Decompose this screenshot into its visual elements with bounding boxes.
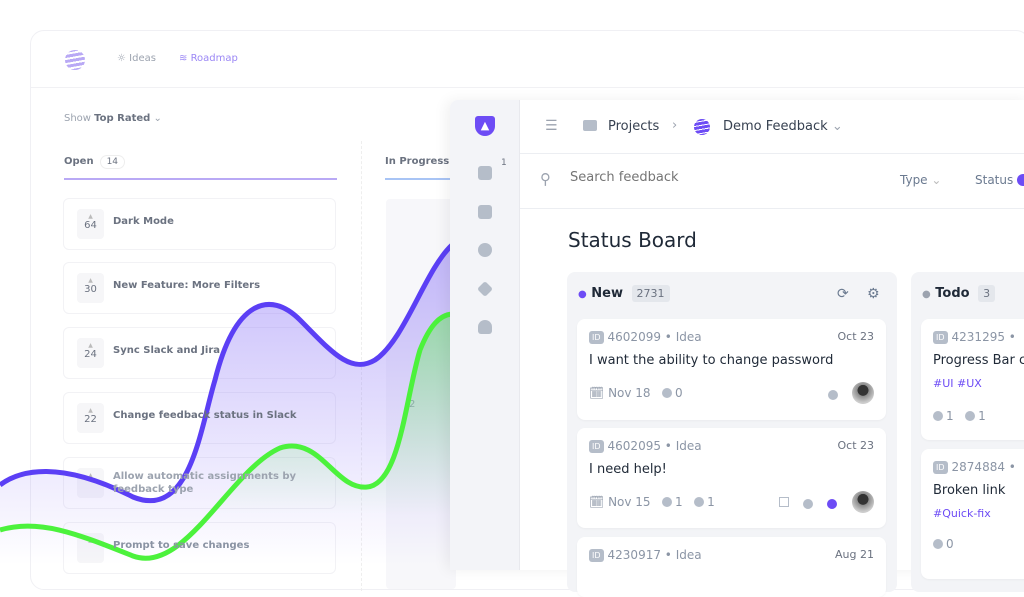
folder-icon[interactable] — [478, 205, 492, 219]
column-underline — [385, 178, 455, 180]
calendar-icon: 🗓 — [589, 495, 605, 509]
play-icon[interactable] — [803, 499, 813, 509]
status-dot: ● — [578, 289, 587, 300]
comment-icon — [933, 539, 943, 549]
status-filter[interactable]: Status — [975, 173, 1024, 187]
play-icon[interactable] — [828, 390, 838, 400]
upvote-button[interactable]: 64 — [77, 209, 104, 239]
upvote-button[interactable] — [77, 468, 104, 498]
avatar[interactable] — [852, 382, 874, 404]
project-icon — [694, 119, 710, 135]
id-icon: ID — [589, 331, 604, 344]
id-icon: ID — [933, 461, 948, 474]
comment-icon — [933, 411, 943, 421]
sort-control[interactable]: Show Top Rated ⌄ — [64, 113, 162, 124]
feedback-card[interactable]: ID 4231295 • Progress Bar c #UI #UX 1 1 — [921, 319, 1024, 440]
logo-icon — [65, 50, 85, 70]
eye-icon[interactable] — [827, 499, 837, 509]
roadmap-icon: ≋ — [179, 53, 191, 64]
column-underline — [64, 178, 337, 180]
calendar-icon: 🗓 — [589, 386, 605, 400]
feedback-card[interactable]: ID 4230917 • Idea Aug 21 — [577, 537, 886, 597]
feedback-card[interactable]: ID 2874884 • Broken link #Quick-fix 0 — [921, 449, 1024, 579]
user-icon[interactable] — [478, 320, 492, 334]
feedback-card[interactable]: ID 4602099 • Idea Oct 23 I want the abili… — [577, 319, 886, 420]
status-dot: ● — [922, 289, 931, 300]
upvote-button[interactable]: 24 — [77, 338, 104, 368]
gear-icon[interactable]: ⚙ — [867, 286, 880, 302]
chevron-down-icon: ⌄ — [831, 119, 843, 134]
divider — [520, 153, 1024, 154]
screenshot-icon[interactable] — [779, 497, 789, 507]
in-progress-card-preview: 2 — [386, 199, 456, 589]
nav-ideas[interactable]: ☼ Ideas — [117, 53, 156, 64]
idea-card[interactable]: Prompt to save changes — [63, 522, 336, 574]
idea-card[interactable]: Allow automatic assignments by feedback … — [63, 457, 336, 509]
comment-icon — [662, 388, 673, 398]
column-todo: ● Todo 3 ID 4231295 • Progress Bar c #UI … — [911, 272, 1024, 592]
sidebar: ▲ 1 — [450, 100, 520, 570]
upvote-button[interactable]: 30 — [77, 273, 104, 303]
chevron-right-icon: › — [672, 118, 678, 133]
nav-roadmap[interactable]: ≋ Roadmap — [179, 53, 238, 64]
tags: #UI #UX — [933, 377, 982, 390]
column-header: ● Todo 3 — [922, 285, 996, 302]
count-badge: 2731 — [631, 285, 670, 302]
column-new: ● New 2731 ⟳ ⚙ ID 4602099 • Idea Oct 23 I… — [567, 272, 897, 597]
count-badge: 3 — [978, 285, 996, 302]
id-icon: ID — [589, 549, 604, 562]
inbox-icon[interactable] — [478, 166, 492, 180]
column-open-header: Open 14 — [64, 155, 126, 169]
search-icon: ⚲ — [540, 170, 551, 188]
feedback-card[interactable]: ID 4602095 • Idea Oct 23 I need help! 🗓 N… — [577, 428, 886, 528]
layers-icon[interactable] — [477, 281, 493, 297]
divider — [31, 87, 1024, 88]
breadcrumb-project[interactable]: Demo Feedback ⌄ — [723, 119, 843, 134]
logo-icon[interactable]: ▲ — [475, 116, 495, 136]
lightbulb-icon: ☼ — [117, 53, 130, 64]
play-icon[interactable] — [478, 243, 492, 257]
id-icon: ID — [933, 331, 948, 344]
search-input[interactable] — [570, 170, 870, 185]
upvote-icon — [965, 411, 976, 421]
feedback-app-window: ▲ 1 ☰ Projects › Demo Feedback ⌄ ⚲ Type … — [450, 100, 1024, 597]
avatar[interactable] — [852, 491, 874, 513]
chevron-down-icon: ⌄ — [153, 113, 162, 124]
folder-icon — [583, 120, 597, 131]
upvote-button[interactable] — [77, 533, 104, 563]
page-title: Status Board — [568, 228, 697, 252]
menu-icon[interactable]: ☰ — [545, 118, 558, 134]
column-header: ● New 2731 — [578, 285, 670, 302]
divider — [361, 141, 362, 591]
breadcrumb-projects[interactable]: Projects — [608, 119, 660, 134]
divider — [520, 208, 1024, 209]
tags: #Quick-fix — [933, 507, 991, 520]
id-icon: ID — [589, 440, 604, 453]
type-filter[interactable]: Type ⌄ — [900, 173, 942, 187]
comment-icon — [662, 497, 673, 507]
inbox-badge: 1 — [501, 158, 507, 168]
column-in-progress-header: In Progress — [385, 156, 450, 167]
refresh-icon[interactable]: ⟳ — [837, 286, 849, 302]
upvote-icon — [694, 497, 705, 507]
upvote-button[interactable]: 22 — [77, 403, 104, 433]
